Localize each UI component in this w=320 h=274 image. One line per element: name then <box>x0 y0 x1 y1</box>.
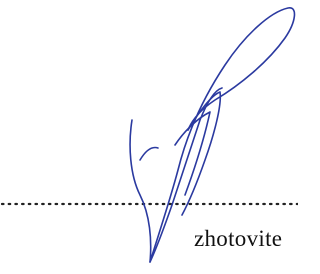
signature <box>130 8 294 262</box>
document-page: zhotovite <box>0 0 298 274</box>
signature-label: zhotovite <box>194 226 282 252</box>
